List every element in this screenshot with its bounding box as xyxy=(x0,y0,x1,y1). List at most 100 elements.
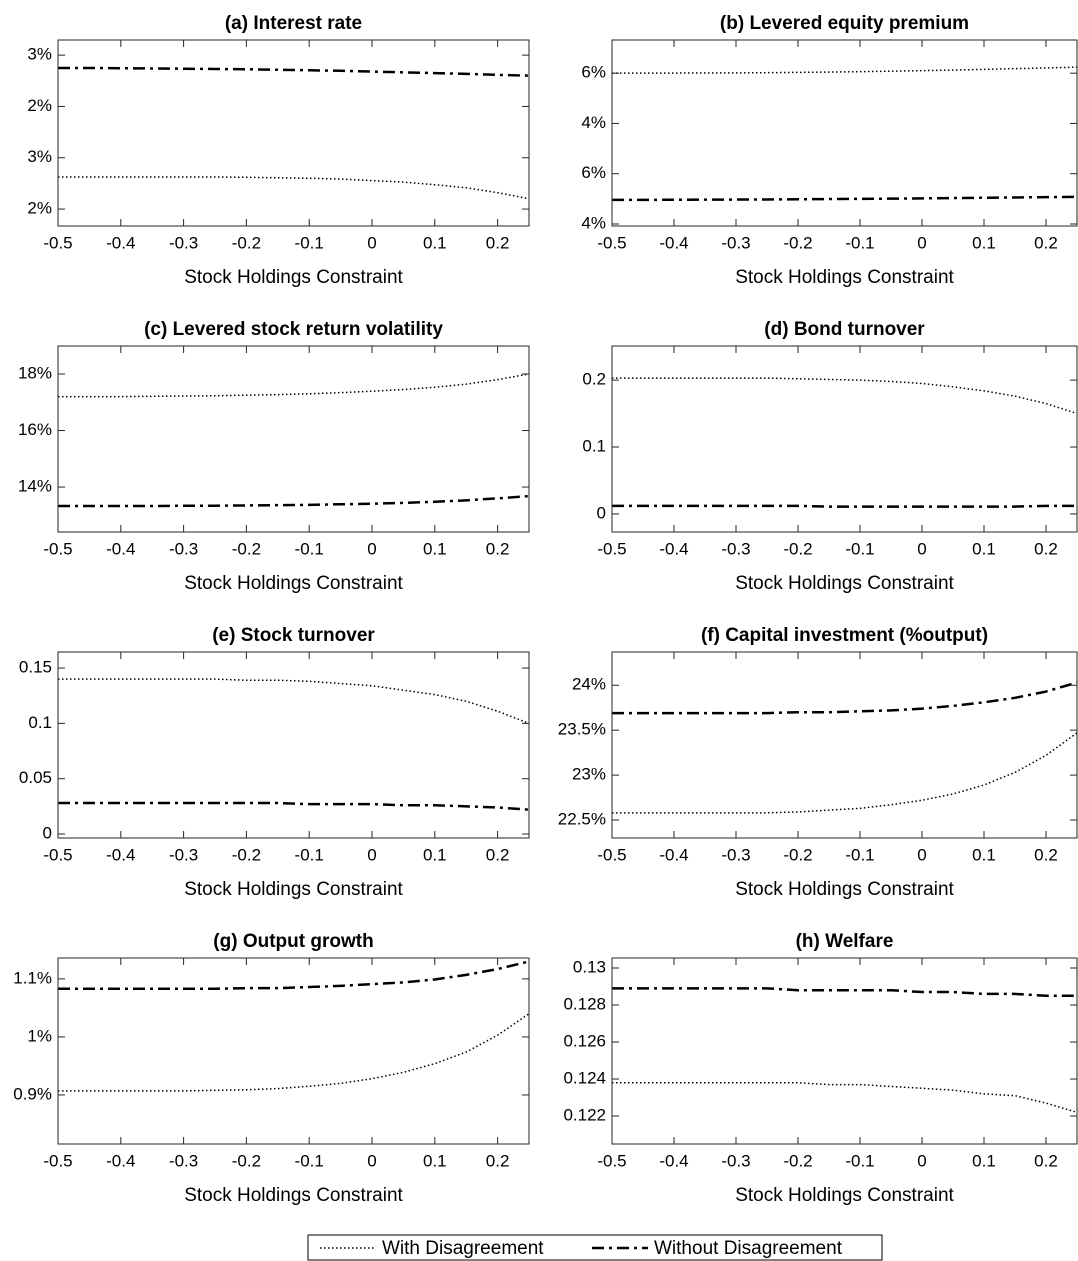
x-tick-label: -0.3 xyxy=(169,845,198,864)
series-line xyxy=(612,987,1077,998)
x-tick-label: -0.2 xyxy=(232,539,261,558)
x-tick-label: -0.4 xyxy=(659,539,688,558)
x-axis-label: Stock Holdings Constraint xyxy=(184,1185,403,1206)
chart-title: (c) Levered stock return volatility xyxy=(144,319,443,340)
y-tick-label: 0.2 xyxy=(582,370,606,389)
x-tick-label: -0.4 xyxy=(106,233,135,252)
x-tick-label: -0.5 xyxy=(597,233,626,252)
y-tick-label: 23.5% xyxy=(558,720,606,739)
x-tick-label: -0.1 xyxy=(295,539,324,558)
axes-box xyxy=(57,651,530,839)
axes-box xyxy=(611,957,1078,1145)
x-tick-label: 0.1 xyxy=(423,539,447,558)
chart-title: (e) Stock turnover xyxy=(212,625,375,646)
x-tick-label: -0.5 xyxy=(43,845,72,864)
chart-title: (d) Bond turnover xyxy=(764,319,925,340)
series-line xyxy=(58,176,530,200)
series-line xyxy=(58,494,530,508)
x-tick-label: -0.4 xyxy=(659,1151,688,1170)
x-tick-label: -0.5 xyxy=(597,1151,626,1170)
chart-title: (b) Levered equity premium xyxy=(720,13,969,34)
chart-title: (h) Welfare xyxy=(796,931,894,952)
x-axis-label: Stock Holdings Constraint xyxy=(735,573,954,594)
x-axis-label: Stock Holdings Constraint xyxy=(184,879,403,900)
x-tick-label: -0.1 xyxy=(295,233,324,252)
y-tick-label: 6% xyxy=(581,163,606,182)
chart-title: (g) Output growth xyxy=(213,931,373,952)
x-tick-label: -0.4 xyxy=(106,845,135,864)
y-tick-label: 24% xyxy=(572,675,606,694)
x-tick-label: 0 xyxy=(367,233,376,252)
y-tick-label: 0.1 xyxy=(582,437,606,456)
plot-area xyxy=(58,652,529,838)
series-line xyxy=(612,195,1078,202)
x-tick-label: -0.1 xyxy=(845,233,874,252)
x-tick-label: -0.1 xyxy=(295,845,324,864)
x-tick-label: 0.1 xyxy=(972,539,996,558)
x-axis-label: Stock Holdings Constraint xyxy=(735,879,954,900)
axes-box xyxy=(611,345,1078,533)
x-tick-label: 0.2 xyxy=(486,539,510,558)
x-tick-label: -0.5 xyxy=(43,233,72,252)
x-tick-label: -0.4 xyxy=(659,233,688,252)
legend-label: With Disagreement xyxy=(382,1238,544,1259)
series-line xyxy=(612,377,1078,415)
x-tick-label: -0.1 xyxy=(845,1151,874,1170)
plot-area xyxy=(58,40,529,226)
y-tick-label: 0.122 xyxy=(563,1106,606,1125)
x-axis-label: Stock Holdings Constraint xyxy=(184,267,403,288)
x-tick-label: 0.2 xyxy=(486,233,510,252)
x-tick-label: 0.1 xyxy=(972,233,996,252)
y-tick-label: 0.126 xyxy=(563,1032,606,1051)
x-tick-label: 0 xyxy=(367,539,376,558)
y-tick-label: 0.124 xyxy=(563,1069,606,1088)
x-tick-label: -0.5 xyxy=(43,1151,72,1170)
series-line xyxy=(58,801,530,811)
series-line xyxy=(612,732,1078,814)
x-axis-label: Stock Holdings Constraint xyxy=(735,1185,954,1206)
x-tick-label: 0.1 xyxy=(972,1151,996,1170)
x-tick-label: 0.1 xyxy=(423,233,447,252)
x-tick-label: -0.3 xyxy=(721,233,750,252)
y-tick-label: 2% xyxy=(27,199,52,218)
x-axis-label: Stock Holdings Constraint xyxy=(735,267,954,288)
y-tick-label: 22.5% xyxy=(558,810,606,829)
x-tick-label: 0 xyxy=(367,845,376,864)
y-tick-label: 0.9% xyxy=(13,1084,52,1103)
series-line xyxy=(58,66,530,77)
x-tick-label: -0.3 xyxy=(169,539,198,558)
axes-box xyxy=(611,651,1078,839)
y-tick-label: 0.1 xyxy=(28,713,52,732)
x-tick-label: -0.3 xyxy=(169,1151,198,1170)
x-tick-label: -0.2 xyxy=(232,233,261,252)
x-tick-label: 0.2 xyxy=(486,845,510,864)
x-tick-label: 0.2 xyxy=(1034,539,1058,558)
x-tick-label: -0.3 xyxy=(721,539,750,558)
y-tick-label: 4% xyxy=(581,113,606,132)
series-line xyxy=(58,373,530,398)
y-tick-label: 3% xyxy=(27,147,52,166)
y-tick-label: 0 xyxy=(43,824,52,843)
series-line xyxy=(58,960,530,991)
plot-area xyxy=(612,958,1077,1144)
y-tick-label: 4% xyxy=(581,213,606,232)
y-tick-label: 18% xyxy=(18,363,52,382)
x-tick-label: -0.2 xyxy=(232,845,261,864)
x-tick-label: 0.2 xyxy=(486,1151,510,1170)
axes-box xyxy=(57,39,530,227)
x-tick-label: 0.1 xyxy=(423,1151,447,1170)
plot-area xyxy=(58,958,529,1144)
x-tick-label: 0 xyxy=(367,1151,376,1170)
x-tick-label: 0.2 xyxy=(1034,845,1058,864)
x-tick-label: -0.4 xyxy=(659,845,688,864)
x-tick-label: -0.3 xyxy=(721,1151,750,1170)
plot-area xyxy=(612,346,1077,532)
series-line xyxy=(612,1081,1078,1114)
x-tick-label: -0.2 xyxy=(783,539,812,558)
x-tick-label: 0 xyxy=(917,1151,926,1170)
x-tick-label: -0.5 xyxy=(43,539,72,558)
x-tick-label: -0.3 xyxy=(169,233,198,252)
y-tick-label: 6% xyxy=(581,63,606,82)
series-line xyxy=(612,681,1078,715)
y-tick-label: 0.128 xyxy=(563,994,606,1013)
